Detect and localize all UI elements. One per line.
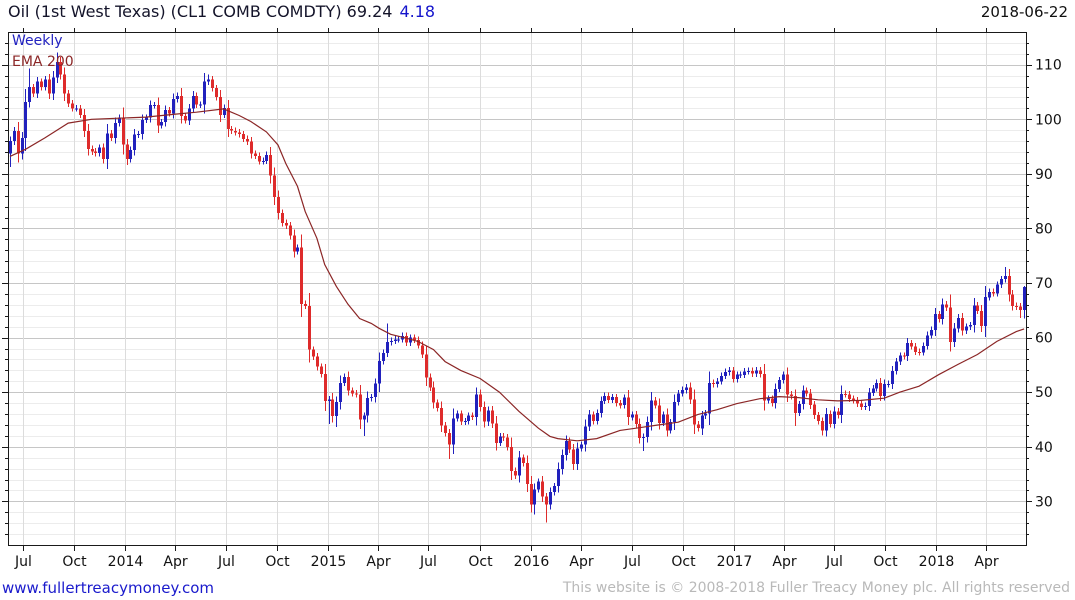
copyright-text: This website is © 2008-2018 Fuller Treac…	[562, 580, 1070, 596]
svg-text:40: 40	[1035, 440, 1053, 456]
svg-text:2017: 2017	[717, 554, 753, 570]
svg-text:Jul: Jul	[217, 554, 235, 570]
svg-text:Oct: Oct	[62, 554, 87, 570]
svg-text:70: 70	[1035, 276, 1053, 292]
svg-text:Jul: Jul	[623, 554, 641, 570]
svg-text:80: 80	[1035, 221, 1053, 237]
svg-text:110: 110	[1035, 58, 1062, 74]
gridlines	[8, 32, 1026, 545]
svg-text:Apr: Apr	[569, 554, 593, 570]
axes	[2, 32, 1032, 546]
chart-date: 2018-06-22	[980, 3, 1068, 21]
svg-text:Oct: Oct	[265, 554, 290, 570]
site-link[interactable]: www.fullertreacymoney.com	[2, 579, 215, 597]
timeframe-label: Weekly	[12, 33, 63, 49]
svg-text:Jul: Jul	[419, 554, 437, 570]
svg-text:Oct: Oct	[468, 554, 493, 570]
svg-text:50: 50	[1035, 385, 1053, 401]
svg-text:90: 90	[1035, 167, 1053, 183]
svg-text:Apr: Apr	[974, 554, 998, 570]
ema-line	[9, 108, 1025, 442]
svg-text:Apr: Apr	[772, 554, 796, 570]
svg-text:100: 100	[1035, 112, 1062, 128]
svg-text:2018: 2018	[919, 554, 955, 570]
x-axis-labels: Jul Oct 2014 Apr Jul Oct 2015 Apr Jul Oct 2016 Apr J…	[14, 28, 999, 570]
svg-text:60: 60	[1035, 331, 1053, 347]
svg-text:Jul: Jul	[825, 554, 843, 570]
svg-text:2014: 2014	[108, 554, 144, 570]
svg-text:2016: 2016	[514, 554, 550, 570]
ema-label: EMA 200	[12, 54, 74, 70]
svg-text:Oct: Oct	[671, 554, 696, 570]
svg-text:2015: 2015	[311, 554, 347, 570]
svg-text:Apr: Apr	[163, 554, 187, 570]
svg-text:Apr: Apr	[366, 554, 390, 570]
svg-text:Oct: Oct	[873, 554, 898, 570]
chart-title: Oil (1st West Texas) (CL1 COMB COMDTY) 6…	[8, 2, 435, 21]
candles	[9, 52, 1026, 523]
instrument-title: Oil (1st West Texas) (CL1 COMB COMDTY) 6…	[8, 2, 393, 21]
svg-text:Jul: Jul	[14, 554, 32, 570]
price-change: 4.18	[399, 2, 436, 21]
y-axis-labels: 30 40 50 60 70 80 90 100 110	[1035, 58, 1062, 511]
svg-text:30: 30	[1035, 494, 1053, 510]
